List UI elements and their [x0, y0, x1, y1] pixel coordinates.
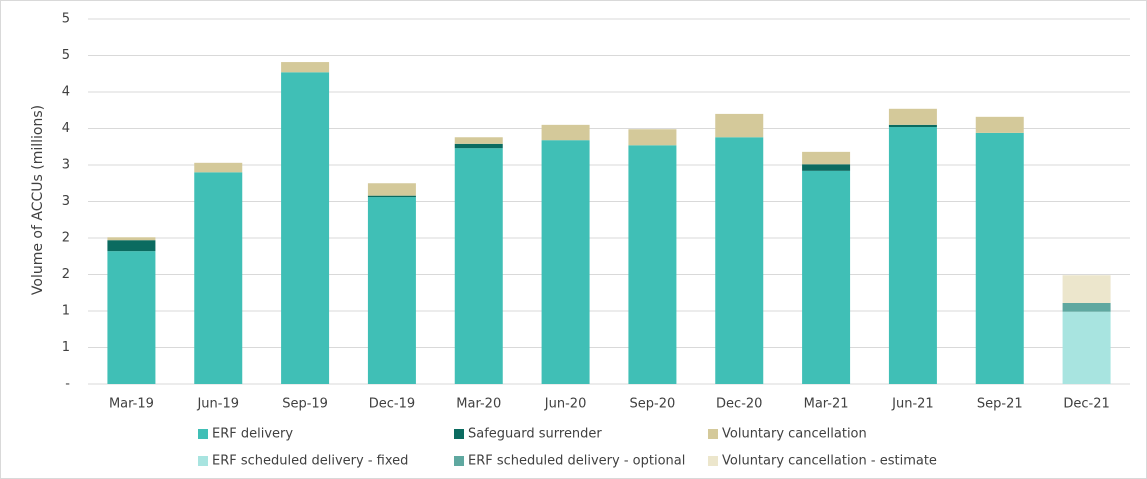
legend-swatch: [198, 456, 208, 466]
bar-segment: [194, 162, 243, 173]
bar-segment: [715, 137, 764, 384]
x-tick-label: Mar-19: [109, 397, 154, 412]
x-tick-label: Sep-19: [282, 397, 328, 412]
legend-label: Voluntary cancellation - estimate: [722, 454, 937, 469]
bar-segment: [454, 148, 503, 384]
y-tick-label: 1: [62, 340, 70, 355]
y-tick-label: 3: [62, 194, 70, 209]
x-tick-label: Sep-20: [630, 397, 676, 412]
legend-label: Safeguard surrender: [468, 427, 602, 442]
bar-segment: [281, 72, 330, 384]
bar-segment: [1062, 302, 1111, 312]
bar-segment: [715, 113, 764, 138]
y-tick-label: 2: [62, 267, 70, 282]
x-tick-label: Jun-20: [544, 397, 587, 412]
legend-label: ERF scheduled delivery - optional: [468, 454, 685, 469]
y-tick-label: 5: [62, 48, 70, 63]
legend-label: ERF scheduled delivery - fixed: [212, 454, 408, 469]
bar-segment: [107, 240, 156, 252]
bar-segment: [1062, 275, 1111, 303]
legend-label: ERF delivery: [212, 427, 293, 442]
bar-segment: [107, 237, 156, 241]
bar-segment: [975, 132, 1024, 384]
bar-segment: [888, 108, 937, 125]
y-tick-label: -: [65, 377, 70, 392]
y-tick-label: 4: [62, 85, 70, 100]
y-tick-label: 4: [62, 121, 70, 136]
y-tick-label: 3: [62, 158, 70, 173]
bar-segment: [367, 197, 416, 384]
x-tick-label: Dec-19: [369, 397, 415, 412]
bar-segment: [628, 145, 677, 384]
bar-segment: [541, 124, 590, 141]
y-tick-label: 5: [62, 12, 70, 27]
legend-swatch: [454, 456, 464, 466]
bar-segment: [888, 127, 937, 384]
bar-segment: [194, 172, 243, 384]
bar-segment: [454, 143, 503, 149]
bar-segment: [367, 183, 416, 196]
x-tick-label: Dec-21: [1063, 397, 1109, 412]
x-tick-label: Mar-21: [804, 397, 849, 412]
bar-segment: [802, 151, 851, 165]
bar-segment: [367, 195, 416, 198]
bar-segment: [888, 124, 937, 128]
bar-segment: [281, 62, 330, 73]
legend-swatch: [198, 429, 208, 439]
legend-label: Voluntary cancellation: [722, 427, 867, 442]
bar-segment: [107, 251, 156, 384]
x-tick-label: Sep-21: [977, 397, 1023, 412]
bar-segment: [541, 140, 590, 384]
bar-segment: [1062, 311, 1111, 384]
x-tick-label: Mar-20: [456, 397, 501, 412]
x-tick-label: Dec-20: [716, 397, 762, 412]
bar-segment: [802, 170, 851, 384]
y-tick-label: 2: [62, 231, 70, 246]
bar-segment: [628, 129, 677, 146]
y-tick-label: 1: [62, 304, 70, 319]
legend-swatch: [708, 456, 718, 466]
bar-segment: [975, 116, 1024, 133]
bar-segment: [454, 137, 503, 144]
y-axis-label: Volume of ACCUs (millions): [30, 105, 46, 295]
legend-swatch: [454, 429, 464, 439]
x-tick-label: Jun-19: [196, 397, 239, 412]
x-tick-label: Jun-21: [891, 397, 934, 412]
bar-segment: [802, 164, 851, 171]
legend-swatch: [708, 429, 718, 439]
